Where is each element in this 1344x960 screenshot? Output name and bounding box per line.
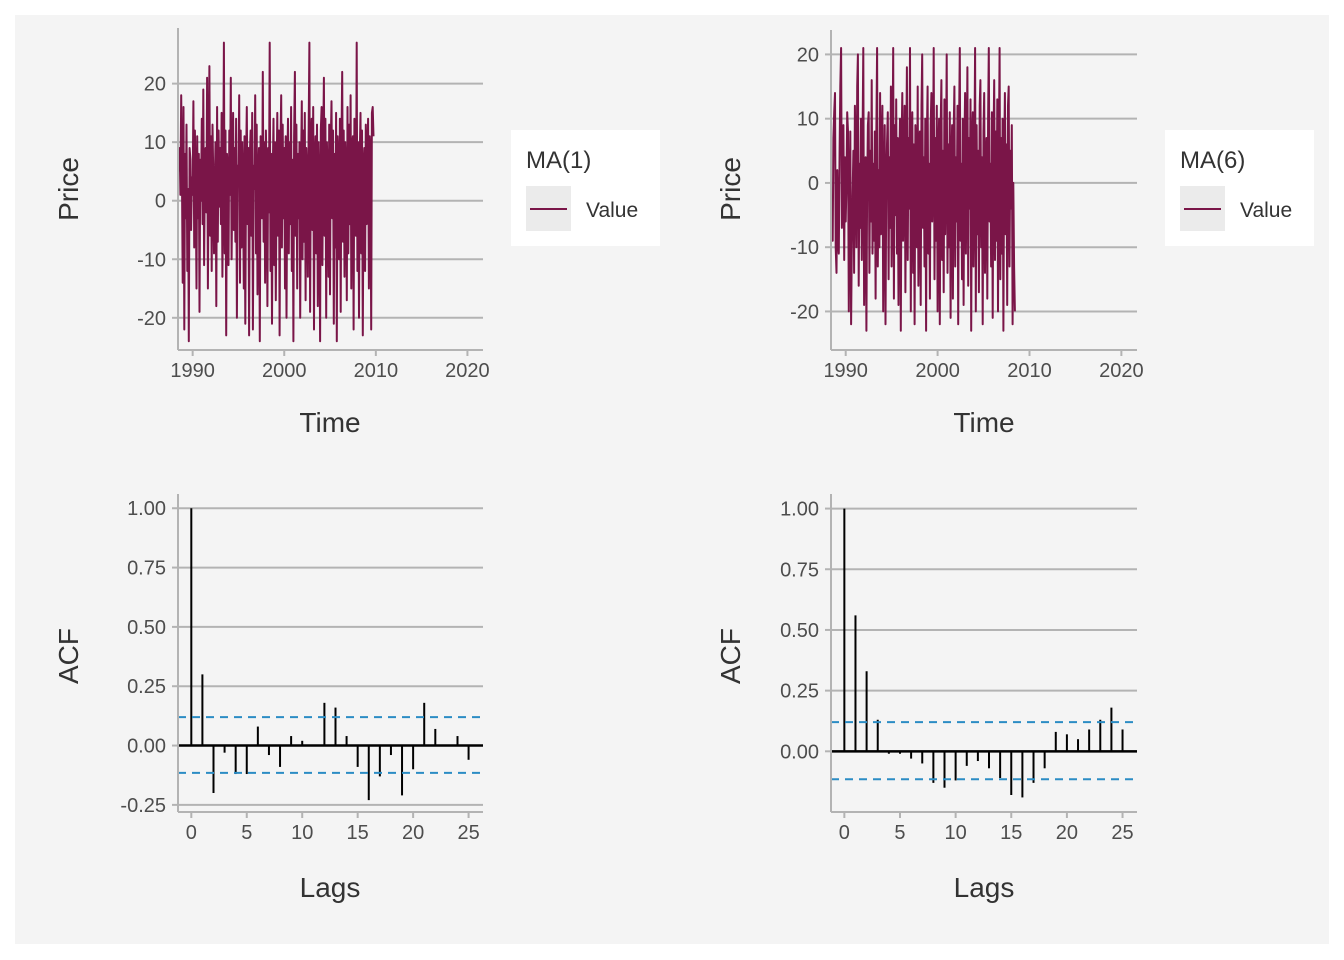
ma6-acf-y-tick-label: 0.25 bbox=[780, 681, 819, 703]
ma6-y-tick-labels: -20 -10 0 10 20 bbox=[790, 44, 819, 323]
ma6-acf-y-tick-label: 0.00 bbox=[780, 741, 819, 763]
ma6-y-tick-label: -10 bbox=[790, 237, 819, 259]
ma6-acf-x-tick-labels: 0 5 10 15 20 25 bbox=[839, 822, 1134, 844]
ma1-x-tick-label: 2000 bbox=[262, 360, 307, 382]
ma1-acf-y-tick-label: 0.50 bbox=[127, 617, 166, 639]
ma1-series-line bbox=[177, 41, 375, 343]
ma6-acf-y-axis-title: ACF bbox=[715, 628, 746, 684]
ma6-y-tick-label: -20 bbox=[790, 301, 819, 323]
ma6-y-tick-label: 20 bbox=[797, 44, 819, 66]
ma6-x-tick-label: 2000 bbox=[915, 360, 960, 382]
ma6-series-line-group bbox=[830, 47, 1016, 332]
ma1-acf-x-tick-label: 25 bbox=[457, 822, 479, 844]
ma1-legend-title: MA(1) bbox=[526, 147, 591, 174]
ma1-acf-axes bbox=[172, 494, 483, 818]
ma1-y-tick-label: 0 bbox=[155, 191, 166, 213]
ma1-acf-x-tick-label: 5 bbox=[241, 822, 252, 844]
ma1-x-tick-label: 2020 bbox=[445, 360, 490, 382]
ma6-y-axis-title: Price bbox=[715, 157, 746, 221]
ma1-x-tick-labels: 1990 2000 2010 2020 bbox=[170, 360, 489, 382]
ma6-acf-y-tick-label: 1.00 bbox=[780, 499, 819, 521]
ma1-acf-y-tick-label: 0.75 bbox=[127, 558, 166, 580]
ma1-acf-y-tick-label: 1.00 bbox=[127, 498, 166, 520]
ma6-acf-x-axis-title: Lags bbox=[954, 872, 1015, 903]
ma1-x-axis-title: Time bbox=[299, 407, 360, 438]
ma6-acf-bars bbox=[831, 508, 1137, 798]
ma6-series-line bbox=[830, 47, 1016, 332]
ma1-acf-x-tick-labels: 0 5 10 15 20 25 bbox=[186, 822, 480, 844]
ma6-x-axis-title: Time bbox=[953, 407, 1014, 438]
ma6-acf-x-tick-label: 15 bbox=[1000, 822, 1022, 844]
ma6-y-tick-label: 10 bbox=[797, 109, 819, 131]
ma1-acf-panel: -0.25 0.00 0.25 0.50 0.75 1.00 0 5 10 15 20 25 Lag… bbox=[53, 494, 483, 903]
ma6-acf-x-tick-label: 25 bbox=[1111, 822, 1133, 844]
ma6-x-tick-label: 2010 bbox=[1007, 360, 1052, 382]
ma1-acf-y-tick-labels: -0.25 0.00 0.25 0.50 0.75 1.00 bbox=[120, 498, 166, 817]
ma1-y-tick-label: 20 bbox=[144, 74, 166, 96]
ma1-acf-y-tick-label: -0.25 bbox=[120, 795, 166, 817]
ma1-acf-x-axis-title: Lags bbox=[300, 872, 361, 903]
ma6-y-tick-label: 0 bbox=[808, 173, 819, 195]
ma1-acf-bars bbox=[178, 508, 483, 801]
ma6-acf-x-tick-label: 5 bbox=[894, 822, 905, 844]
ma1-y-tick-label: -10 bbox=[137, 249, 166, 271]
ma1-legend-label: Value bbox=[586, 199, 638, 222]
ma1-x-tick-label: 2010 bbox=[354, 360, 399, 382]
ma6-acf-y-tick-label: 0.50 bbox=[780, 620, 819, 642]
ma1-axes bbox=[172, 28, 483, 356]
ma1-series-line-group bbox=[177, 41, 375, 343]
ma6-legend-label: Value bbox=[1240, 199, 1292, 222]
ma1-y-tick-label: -20 bbox=[137, 308, 166, 330]
ma1-acf-x-tick-label: 10 bbox=[291, 822, 313, 844]
ma1-acf-x-tick-label: 0 bbox=[186, 822, 197, 844]
ma1-acf-x-tick-label: 15 bbox=[347, 822, 369, 844]
ma6-legend-title: MA(6) bbox=[1180, 147, 1245, 174]
ma6-x-tick-label: 1990 bbox=[823, 360, 868, 382]
ma1-y-tick-label: 10 bbox=[144, 132, 166, 154]
ma1-acf-y-tick-label: 0.25 bbox=[127, 676, 166, 698]
ma1-x-tick-label: 1990 bbox=[170, 360, 215, 382]
ma6-legend: MA(6) Value bbox=[1165, 130, 1314, 246]
ma1-acf-y-axis-title: ACF bbox=[53, 628, 84, 684]
ma6-acf-y-tick-labels: 0.00 0.25 0.50 0.75 1.00 bbox=[780, 499, 819, 764]
ma6-axes bbox=[825, 30, 1137, 356]
ma6-x-tick-label: 2020 bbox=[1099, 360, 1144, 382]
ma1-y-tick-labels: -20 -10 0 10 20 bbox=[137, 74, 166, 330]
ma6-acf-y-tick-label: 0.75 bbox=[780, 559, 819, 581]
ma6-acf-axes bbox=[825, 494, 1137, 818]
ma1-legend: MA(1) Value bbox=[511, 130, 660, 246]
ma1-y-axis-title: Price bbox=[53, 157, 84, 221]
ma6-x-tick-labels: 1990 2000 2010 2020 bbox=[823, 360, 1143, 382]
ma1-acf-y-tick-label: 0.00 bbox=[127, 736, 166, 758]
ma6-acf-x-tick-label: 10 bbox=[945, 822, 967, 844]
ma6-acf-x-tick-label: 0 bbox=[839, 822, 850, 844]
ma6-acf-panel: 0.00 0.25 0.50 0.75 1.00 0 5 10 15 20 25 Lags ACF bbox=[715, 494, 1137, 903]
ma1-acf-x-tick-label: 20 bbox=[402, 822, 424, 844]
ma6-acf-x-tick-label: 20 bbox=[1056, 822, 1078, 844]
